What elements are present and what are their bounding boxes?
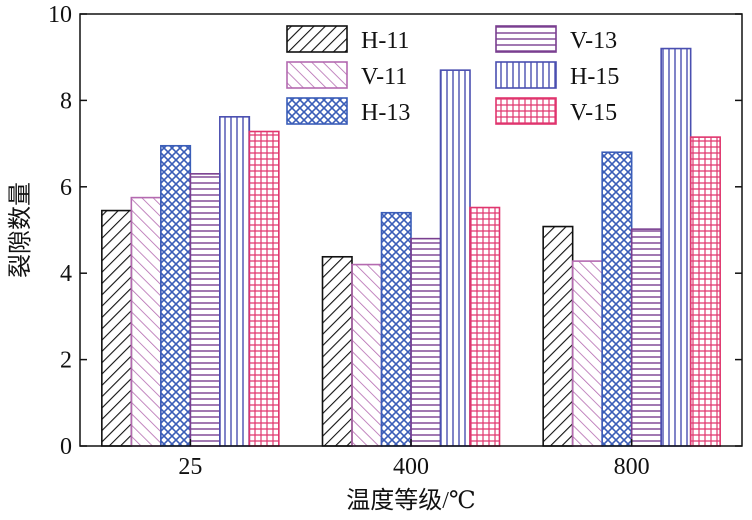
- bar-v-11-400: [351, 263, 383, 447]
- x-axis-label: 温度等级/℃: [346, 487, 476, 514]
- y-axis-ticks: 0 2 4 6 8 10: [48, 2, 742, 460]
- legend-label-v-11: V-11: [361, 64, 407, 90]
- bar-h-15-25: [219, 116, 251, 447]
- bar-h-11-800: [542, 225, 574, 447]
- bar-v-13-25: [189, 173, 221, 447]
- bar-v-13-800: [630, 228, 662, 447]
- bar-h-15-800: [660, 47, 692, 447]
- legend-swatch-v-13: [495, 25, 557, 53]
- x-axis-ticks: 25 400 800: [178, 439, 650, 480]
- legend: H-11 V-13 V-11 H-15 H-13 V-15: [286, 25, 619, 126]
- y-tick-label: 6: [60, 175, 72, 201]
- x-tick-label: 800: [614, 454, 650, 480]
- bar-h-13-800: [601, 151, 633, 447]
- legend-swatch-h-11: [286, 25, 348, 53]
- legend-label-v-15: V-15: [570, 100, 617, 126]
- bar-h-13-400: [380, 211, 412, 447]
- legend-label-h-15: H-15: [570, 64, 619, 90]
- bar-v-15-800: [689, 136, 721, 447]
- x-tick-label: 400: [393, 454, 429, 480]
- bar-h-13-25: [160, 144, 192, 447]
- legend-label-h-11: H-11: [361, 28, 409, 54]
- bar-h-11-25: [101, 209, 133, 447]
- y-tick-label: 2: [60, 348, 72, 374]
- bar-h-11-400: [321, 255, 353, 447]
- legend-swatch-v-15: [495, 97, 557, 125]
- y-axis-label: 裂隙数量: [7, 182, 34, 278]
- legend-label-v-13: V-13: [570, 28, 617, 54]
- y-tick-label: 0: [60, 434, 72, 460]
- legend-label-h-13: H-13: [361, 100, 410, 126]
- y-tick-label: 4: [60, 261, 72, 287]
- x-tick-label: 25: [178, 454, 202, 480]
- bar-v-15-400: [469, 206, 501, 447]
- y-tick-label: 8: [60, 88, 72, 114]
- legend-swatch-v-11: [286, 61, 348, 89]
- y-tick-label: 10: [48, 2, 72, 28]
- bar-v-13-400: [410, 237, 442, 447]
- legend-swatch-h-15: [495, 61, 557, 89]
- bar-v-15-25: [248, 130, 280, 447]
- bar-v-11-800: [571, 260, 603, 447]
- bar-h-15-400: [439, 69, 471, 447]
- bars-layer: [101, 47, 721, 447]
- legend-swatch-h-13: [286, 97, 348, 125]
- bar-v-11-25: [130, 196, 162, 447]
